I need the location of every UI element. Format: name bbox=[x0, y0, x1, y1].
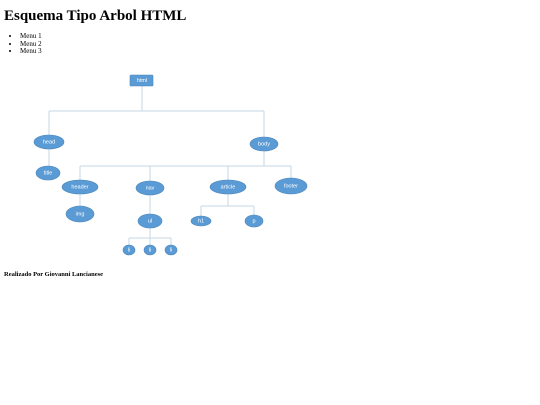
node-label: ul bbox=[148, 218, 152, 224]
node-label: li bbox=[128, 247, 130, 253]
node-label: title bbox=[44, 170, 53, 176]
node: ul bbox=[137, 213, 163, 229]
node: footer bbox=[274, 177, 308, 195]
page-title: Esquema Tipo Arbol HTML bbox=[4, 8, 187, 24]
menu-item[interactable]: Menu 2 bbox=[20, 40, 42, 49]
node: li bbox=[143, 244, 157, 256]
credit: Realizado Por Giovanni Lancianese bbox=[4, 271, 104, 278]
node: li bbox=[164, 244, 178, 256]
connectors bbox=[48, 86, 292, 245]
menu: Menu 1 Menu 2 Menu 3 bbox=[10, 32, 42, 56]
node-label: img bbox=[76, 211, 85, 217]
node-label: h1 bbox=[198, 218, 204, 224]
node: article bbox=[209, 179, 247, 195]
node-label: html bbox=[137, 78, 147, 84]
node: title bbox=[35, 165, 61, 181]
node-label: footer bbox=[284, 183, 298, 189]
node: h1 bbox=[190, 215, 212, 227]
node: head bbox=[33, 134, 65, 150]
node: p bbox=[244, 214, 264, 228]
node: li bbox=[122, 244, 136, 256]
node: img bbox=[65, 205, 95, 223]
node-label: li bbox=[170, 247, 172, 253]
node-label: nav bbox=[146, 185, 155, 191]
node: body bbox=[249, 136, 279, 152]
node-label: header bbox=[71, 184, 88, 190]
node-label: head bbox=[43, 139, 55, 145]
node: nav bbox=[135, 180, 165, 196]
menu-item[interactable]: Menu 1 bbox=[20, 32, 42, 41]
node-label: body bbox=[258, 141, 270, 147]
node-label: li bbox=[149, 247, 151, 253]
node: header bbox=[61, 179, 99, 195]
menu-item[interactable]: Menu 3 bbox=[20, 48, 42, 56]
node: html bbox=[129, 74, 154, 87]
node-label: p bbox=[252, 218, 255, 224]
node-label: article bbox=[221, 184, 236, 190]
